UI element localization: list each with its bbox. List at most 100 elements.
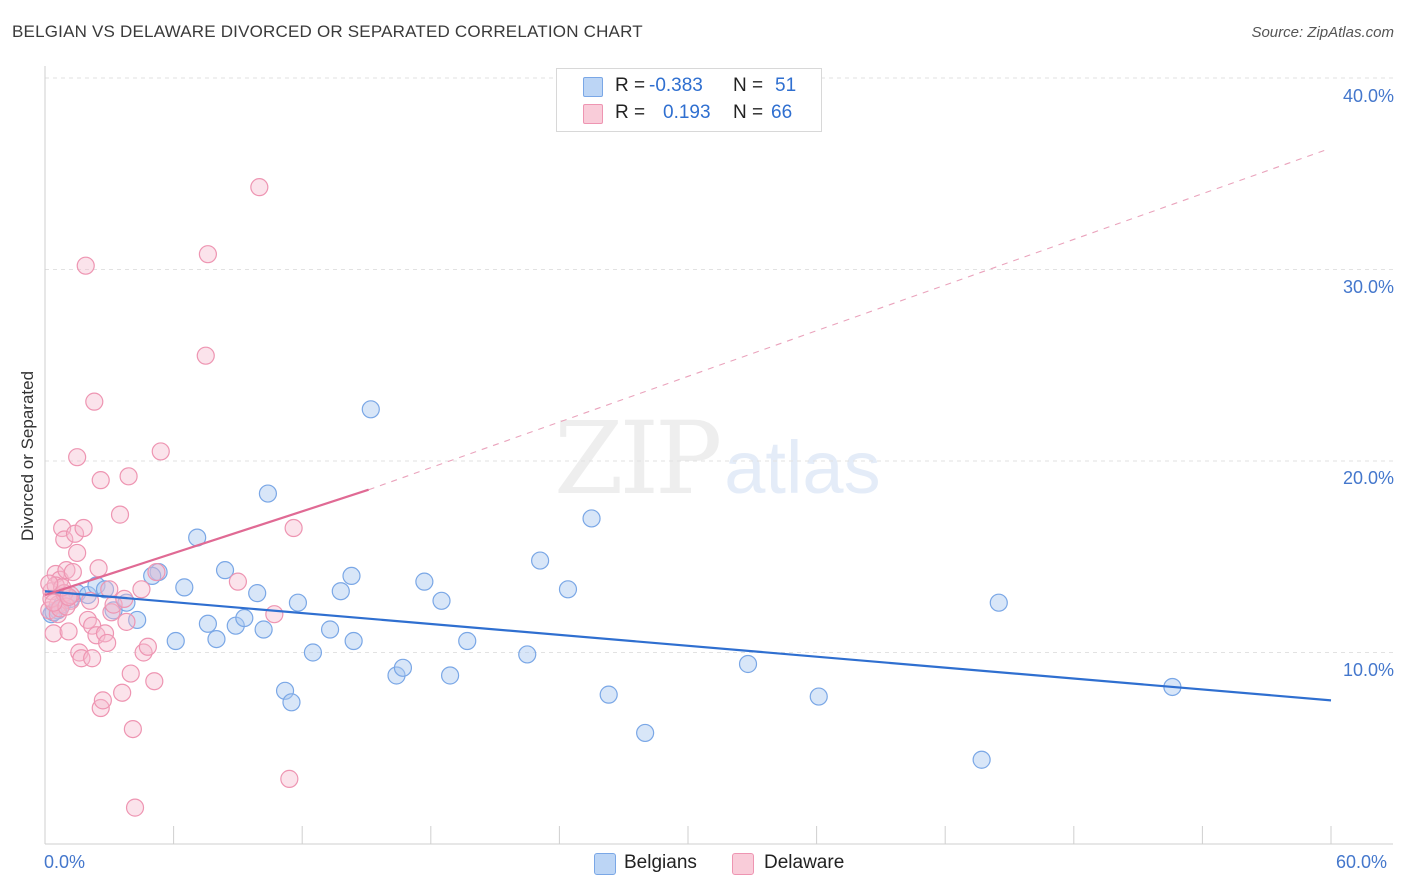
belgians-point bbox=[331, 582, 350, 601]
legend-r-value: 0.193 bbox=[663, 102, 711, 123]
x-min-label: 0.0% bbox=[44, 852, 86, 872]
chart-title: BELGIAN VS DELAWARE DIVORCED OR SEPARATE… bbox=[12, 22, 643, 41]
y-tick-label: 20.0% bbox=[1342, 468, 1394, 488]
belgians-point bbox=[342, 566, 361, 586]
belgians-trend-line bbox=[44, 590, 1332, 702]
belgians-point bbox=[558, 580, 578, 599]
delaware-point bbox=[85, 392, 104, 411]
delaware-point bbox=[44, 624, 63, 643]
correlation-legend: R = -0.383 N = 51 R = 0.193 N = 66 bbox=[556, 68, 822, 132]
legend-r-label: R = bbox=[615, 102, 646, 123]
delaware-point bbox=[55, 530, 74, 549]
belgians-point bbox=[175, 578, 194, 597]
belgians-point bbox=[738, 654, 758, 674]
belgians-point bbox=[415, 572, 434, 591]
delaware-trend-line bbox=[44, 488, 369, 597]
belgians-point bbox=[432, 591, 451, 610]
delaware-point bbox=[138, 637, 157, 656]
belgians-point bbox=[809, 687, 828, 706]
legend-swatch-delaware bbox=[583, 104, 603, 124]
delaware-point bbox=[198, 245, 217, 264]
delaware-point bbox=[80, 591, 100, 610]
delaware-point bbox=[89, 559, 108, 578]
delaware-point bbox=[250, 178, 269, 197]
belgians-point bbox=[989, 593, 1008, 612]
belgians-point bbox=[275, 681, 295, 700]
bottom-legend-delaware: Delaware bbox=[764, 852, 845, 873]
delaware-point bbox=[228, 572, 247, 591]
belgians-point bbox=[531, 551, 550, 570]
y-tick-label: 10.0% bbox=[1342, 660, 1394, 680]
delaware-point bbox=[265, 605, 284, 624]
delaware-point bbox=[40, 574, 59, 593]
delaware-point bbox=[59, 587, 78, 607]
delaware-point bbox=[123, 719, 142, 739]
delaware-trend-extension bbox=[368, 148, 1330, 491]
belgians-point bbox=[235, 608, 254, 628]
bottom-legend-swatch-delaware bbox=[732, 853, 754, 875]
belgians-point bbox=[282, 693, 301, 712]
y-tick-label: 40.0% bbox=[1342, 86, 1394, 106]
belgians-point bbox=[518, 645, 537, 664]
belgians-point bbox=[599, 685, 618, 704]
legend-r-label: R = bbox=[615, 75, 646, 96]
legend-n-value: 51 bbox=[775, 75, 797, 96]
delaware-point bbox=[68, 448, 87, 467]
delaware-point bbox=[284, 518, 303, 538]
delaware-point bbox=[280, 769, 299, 788]
legend-swatch-belgians bbox=[583, 77, 603, 97]
delaware-point bbox=[98, 633, 117, 653]
belgians-point bbox=[215, 561, 235, 580]
delaware-point bbox=[196, 346, 215, 365]
delaware-point bbox=[119, 467, 138, 486]
belgians-point bbox=[248, 584, 267, 603]
belgians-point bbox=[95, 580, 115, 599]
delaware-point bbox=[91, 471, 110, 490]
delaware-point bbox=[74, 518, 93, 538]
belgians-point bbox=[320, 620, 340, 639]
belgians-point bbox=[207, 629, 226, 649]
legend-n-value: 66 bbox=[771, 102, 793, 123]
delaware-point bbox=[132, 580, 151, 599]
legend-n-label: N = bbox=[733, 75, 764, 96]
belgians-point bbox=[344, 631, 363, 651]
delaware-point bbox=[113, 683, 132, 702]
delaware-point bbox=[117, 612, 136, 631]
delaware-point bbox=[76, 256, 95, 275]
delaware-point bbox=[93, 691, 112, 710]
delaware-point bbox=[145, 672, 164, 691]
delaware-point bbox=[59, 622, 78, 641]
belgians-point bbox=[440, 666, 460, 685]
belgians-point bbox=[254, 620, 273, 639]
belgians-point bbox=[393, 658, 413, 677]
delaware-point bbox=[151, 442, 170, 461]
delaware-point bbox=[68, 543, 87, 563]
delaware-point bbox=[110, 505, 130, 524]
y-tick-label: 30.0% bbox=[1342, 277, 1394, 297]
legend-n-label: N = bbox=[733, 102, 764, 123]
legend-r-value: -0.383 bbox=[649, 75, 703, 96]
belgians-point bbox=[582, 509, 601, 528]
belgians-point bbox=[198, 614, 217, 633]
delaware-point bbox=[125, 798, 145, 817]
belgians-point bbox=[258, 484, 278, 503]
belgians-point bbox=[166, 631, 185, 651]
delaware-point bbox=[72, 649, 91, 668]
belgians-point bbox=[361, 400, 380, 419]
y-axis-label: Divorced or Separated bbox=[18, 370, 37, 542]
belgians-point bbox=[288, 593, 308, 612]
delaware-point bbox=[147, 562, 166, 582]
bottom-legend-belgians: Belgians bbox=[624, 852, 697, 873]
belgians-point bbox=[972, 750, 991, 769]
delaware-point bbox=[63, 562, 82, 582]
belgians-point bbox=[458, 631, 477, 651]
belgians-point bbox=[303, 643, 323, 662]
delaware-point bbox=[121, 664, 140, 683]
belgians-point bbox=[636, 723, 655, 743]
source-label: Source: ZipAtlas.com bbox=[1251, 24, 1394, 41]
delaware-point bbox=[83, 649, 102, 668]
x-max-label: 60.0% bbox=[1336, 852, 1388, 872]
bottom-legend-swatch-belgians bbox=[594, 853, 616, 875]
delaware-point bbox=[57, 561, 76, 580]
